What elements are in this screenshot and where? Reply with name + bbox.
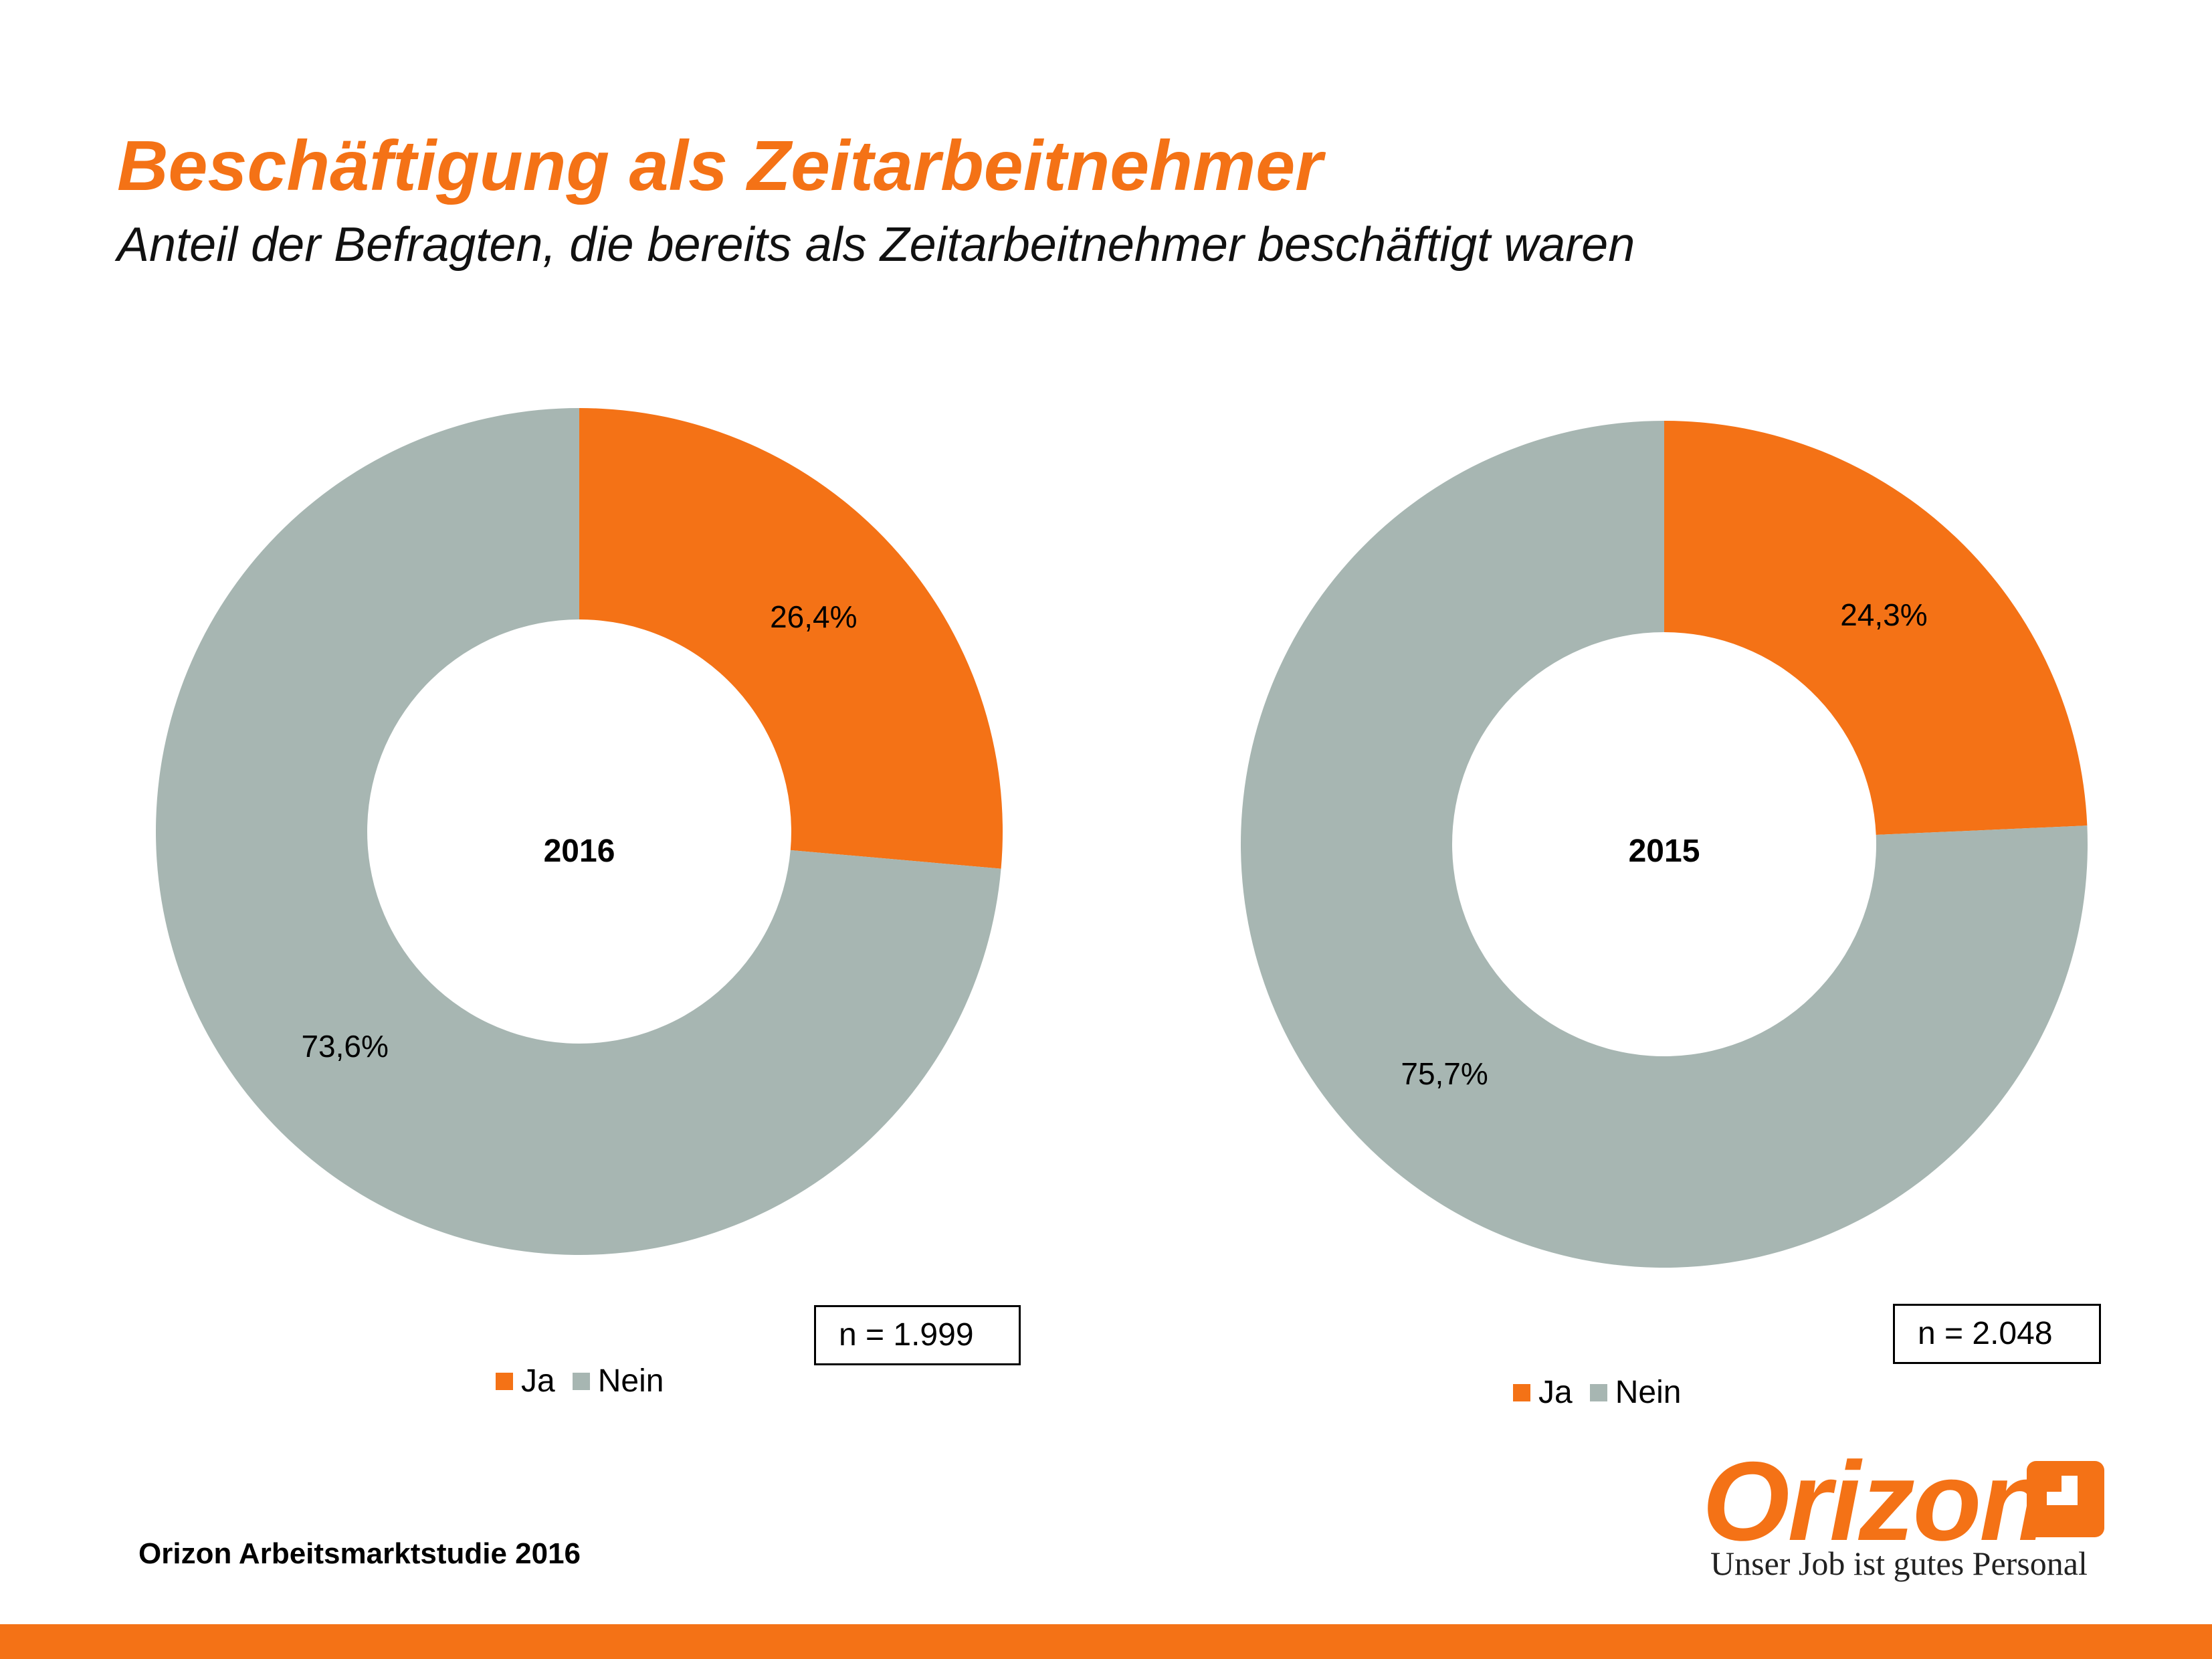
legend-swatch-nein xyxy=(1589,1383,1607,1401)
legend-item-nein: Nein xyxy=(1589,1374,1682,1411)
legend-item-nein: Nein xyxy=(572,1363,664,1399)
legend-item-ja: Ja xyxy=(496,1363,555,1399)
legend-swatch-ja xyxy=(1513,1383,1530,1401)
logo-mark-icon xyxy=(2027,1461,2104,1537)
logo-tagline: Unser Job ist gutes Personal xyxy=(1710,1545,2088,1582)
donut-chart-2016: 2016 26,4% 73,6% xyxy=(156,408,1003,1255)
legend-label-nein: Nein xyxy=(1615,1375,1682,1410)
source-note: Orizon Arbeitsmarktstudie 2016 xyxy=(138,1537,581,1570)
orizon-logo: Orizon Unser Job ist gutes Personal xyxy=(1702,1445,2104,1585)
page-title: Beschäftigung als Zeitarbeitnehmer xyxy=(117,126,1323,205)
data-label-ja: 24,3% xyxy=(1840,597,1927,632)
bottom-accent-bar xyxy=(0,1624,2212,1659)
slice-nein xyxy=(156,408,1001,1255)
data-label-nein: 75,7% xyxy=(1401,1056,1488,1091)
center-label: 2015 xyxy=(1629,834,1700,869)
legend-label-nein: Nein xyxy=(597,1363,664,1399)
slice-ja xyxy=(579,408,1003,869)
page-subtitle: Anteil der Befragten, die bereits als Ze… xyxy=(117,218,1635,272)
legend-item-ja: Ja xyxy=(1513,1374,1573,1411)
data-label-nein: 73,6% xyxy=(301,1029,388,1064)
legend-swatch-nein xyxy=(572,1372,590,1390)
legend-2016: Ja Nein xyxy=(496,1363,681,1399)
data-label-ja: 26,4% xyxy=(770,599,857,634)
legend-label-ja: Ja xyxy=(1538,1375,1573,1410)
legend-label-ja: Ja xyxy=(521,1363,555,1399)
slice-nein xyxy=(1241,421,2088,1268)
legend-swatch-ja xyxy=(496,1372,513,1390)
sample-size-box-2015: n = 2.048 xyxy=(1893,1304,2101,1364)
center-label: 2016 xyxy=(544,834,615,869)
legend-2015: Ja Nein xyxy=(1513,1374,1698,1411)
logo-wordmark: Orizon xyxy=(1702,1438,2048,1564)
slice-ja xyxy=(1664,421,2088,836)
sample-size-box-2016: n = 1.999 xyxy=(814,1305,1021,1365)
donut-chart-2015: 2015 24,3% 75,7% xyxy=(1241,421,2088,1268)
